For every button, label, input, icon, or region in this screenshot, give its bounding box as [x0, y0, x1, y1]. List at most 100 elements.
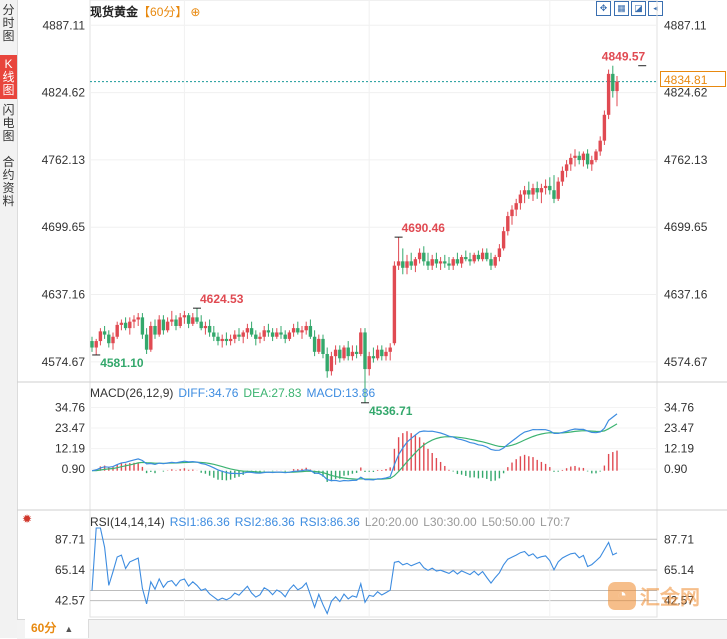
candle-body [585, 153, 590, 165]
back-icon[interactable]: ◂ [648, 1, 663, 16]
candle-body [207, 325, 212, 333]
macd-tick-left: 0.90 [62, 462, 86, 476]
candle-body [518, 194, 523, 204]
candle-body [296, 328, 300, 333]
candle-body [392, 265, 397, 344]
price-tick-left: 4887.11 [43, 18, 86, 32]
candle-body [527, 190, 531, 195]
candle-body [115, 324, 119, 337]
candle-body [543, 185, 548, 189]
candle-body [363, 332, 367, 370]
low-label: 4581.10 [100, 356, 144, 370]
candle-body [262, 330, 266, 337]
price-tick-left: 4574.67 [42, 355, 86, 369]
candle-body [501, 231, 506, 249]
macd-axis: 34.76 34.76 23.47 23.47 12.19 12.19 0.90 0.90 [55, 401, 694, 477]
candle-body [480, 252, 485, 260]
chart-type-icon[interactable]: ◪ [631, 1, 646, 16]
candle-body [321, 338, 325, 354]
candle-body [178, 317, 182, 326]
candle-body [388, 347, 392, 352]
candle-body [308, 325, 313, 337]
gear-icon[interactable]: ✹ [22, 512, 33, 526]
candle-body [342, 347, 346, 359]
candle-body [212, 332, 216, 337]
candle-body [611, 73, 615, 92]
candle-body [581, 153, 586, 161]
candle-body [224, 338, 229, 342]
candle-body [102, 331, 107, 335]
candle-body [123, 322, 128, 329]
candle-body [485, 252, 489, 260]
rsi-tick-right: 42.57 [664, 594, 694, 608]
period-selector[interactable]: 60分 ▲ [25, 619, 89, 638]
candlestick-series [90, 65, 619, 403]
candle-body [90, 341, 94, 348]
candle-body [270, 332, 275, 337]
price-tick-left: 4699.65 [42, 220, 86, 234]
candle-body [329, 356, 334, 372]
tab-timeshare[interactable]: 分时图 [2, 3, 15, 43]
tab-contract-info[interactable]: 合约资料 [2, 155, 15, 208]
candle-body [258, 336, 262, 339]
candle-body [174, 319, 178, 326]
period-selector-label: 60分 [31, 621, 57, 635]
candle-body [514, 203, 518, 210]
candle-body [165, 321, 170, 331]
rsi3-value: RSI3:86.36 [299, 515, 360, 529]
rsi-tick-left: 42.57 [55, 594, 85, 608]
add-indicator-icon[interactable]: ⊕ [190, 5, 201, 19]
tab-flash[interactable]: 闪电图 [2, 103, 15, 143]
candle-body [556, 181, 560, 199]
candle-body [304, 325, 308, 331]
candle-body [552, 190, 556, 199]
candle-body [153, 325, 157, 335]
candle-body [371, 356, 376, 359]
dea-line [91, 423, 618, 480]
candle-body [266, 330, 271, 333]
candle-body [279, 332, 283, 335]
l20-value: L20:20.00 [364, 515, 419, 529]
candle-body [464, 257, 468, 260]
macd-dif: DIFF:34.76 [178, 386, 239, 400]
macd-lines [91, 413, 618, 482]
candle-body [426, 261, 430, 266]
tab-kline[interactable]: K线图 [0, 55, 17, 99]
rsi1-value: RSI1:86.36 [169, 515, 230, 529]
macd-dea: DEA:27.83 [243, 386, 302, 400]
candle-body [275, 332, 279, 337]
rsi-title: RSI(14,14,14) [90, 515, 165, 529]
candle-body [170, 319, 174, 322]
grid-icon[interactable]: ▦ [614, 1, 629, 16]
price-tick-right: 4887.11 [664, 18, 707, 32]
candle-body [401, 261, 405, 268]
candle-body [535, 188, 539, 193]
candle-body [375, 349, 380, 359]
sidebar: 分时图 K线图 闪电图 合约资料 [0, 0, 18, 638]
logo-mark-icon: ◔ [608, 581, 636, 610]
candle-body [107, 334, 111, 344]
candle-body [312, 336, 317, 352]
price-annotations: 4624.53 4581.10 4536.71 4690.46 4849.57 [92, 50, 647, 418]
macd-tick-right: 34.76 [664, 401, 694, 415]
expand-icon[interactable]: ✥ [596, 1, 611, 16]
candle-body [359, 332, 363, 354]
candle-body [191, 317, 195, 324]
candle-body [216, 336, 220, 342]
macd-histogram [95, 431, 618, 482]
price-tick-right: 4762.13 [664, 153, 708, 167]
rsi-line [91, 527, 618, 615]
candle-body [497, 248, 502, 258]
candle-body [539, 188, 544, 193]
l50-value: L50:50.00 [481, 515, 536, 529]
price-axis: 4887.11 4887.11 4824.62 4824.62 4762.13 4762.… [42, 18, 708, 369]
candle-body [422, 252, 426, 262]
candle-body [132, 319, 136, 322]
macd-title: MACD(26,12,9) [90, 386, 174, 400]
candle-body [573, 155, 577, 158]
candle-body [438, 261, 443, 264]
chart-title: 现货黄金【60分】 ⊕ [90, 3, 200, 20]
candle-body [577, 155, 581, 161]
candle-body [220, 338, 224, 342]
candle-body [186, 315, 191, 324]
